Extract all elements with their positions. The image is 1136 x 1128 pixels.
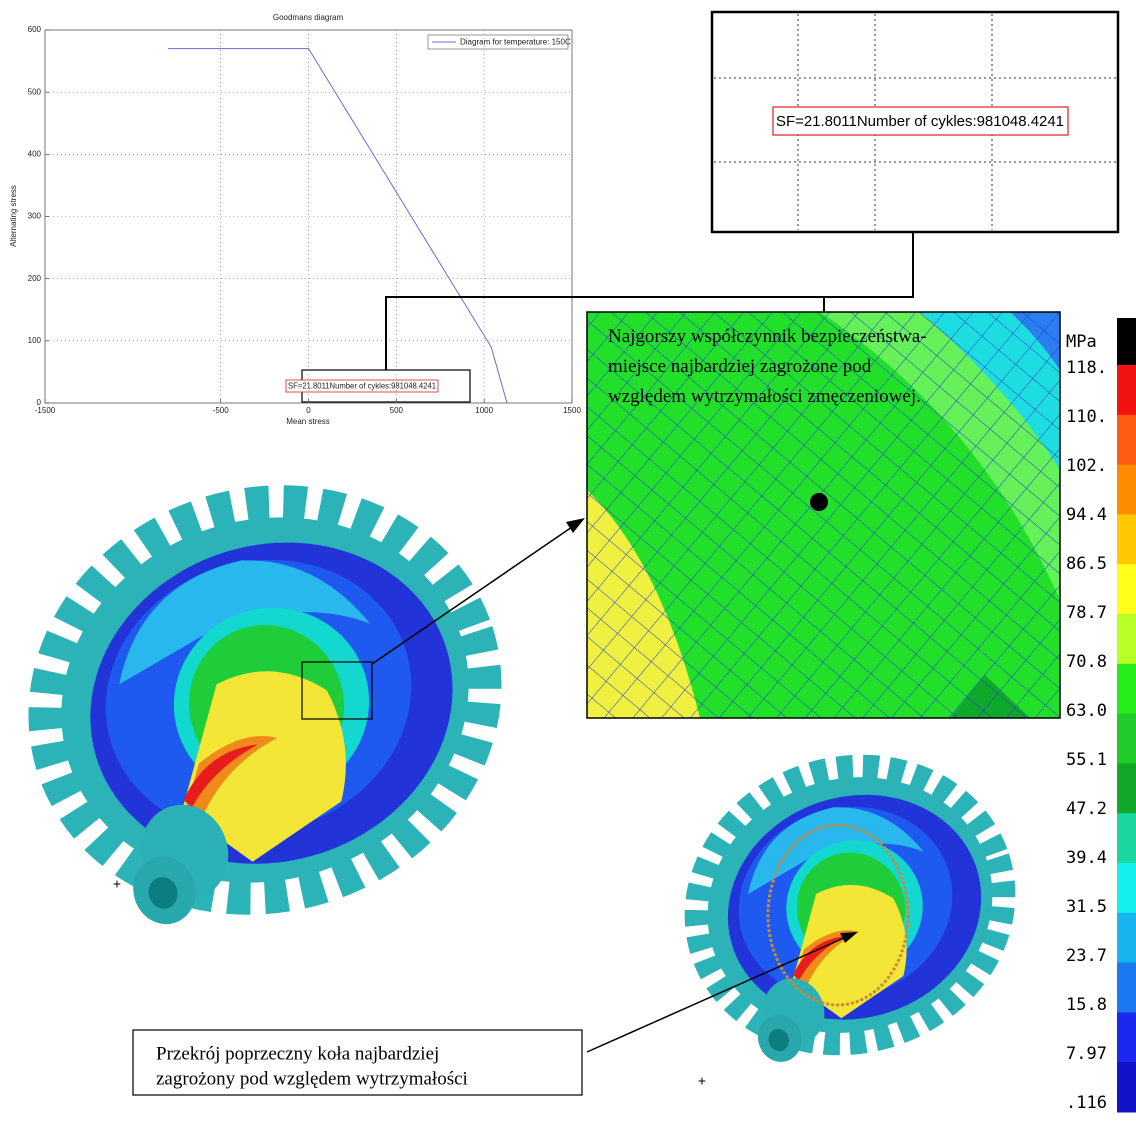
colorbar-segment (1117, 465, 1136, 515)
colorbar-label: 70.8 (1066, 652, 1107, 672)
arrow-head (566, 518, 585, 533)
colorbar-label: 15.8 (1066, 995, 1107, 1015)
cursor-mark: + (698, 1073, 706, 1089)
colorbar-segment (1117, 1062, 1136, 1112)
colorbar-segment (1117, 365, 1136, 415)
colorbar-segment (1117, 763, 1136, 813)
body: {"chart_data": {"type": "line", "title":… (0, 0, 1136, 1128)
colorbar-label: 55.1 (1066, 750, 1107, 770)
y-tick-label: 100 (28, 336, 42, 345)
datatip-text: SF=21.8011Number of cykles:981048.4241 (288, 382, 437, 391)
colorbar-segment (1117, 963, 1136, 1013)
colorbar-segment (1117, 813, 1136, 863)
y-tick-label: 500 (28, 87, 42, 96)
figure: Goodmans diagram Mean stress Alternating… (0, 0, 1136, 1128)
goodman-chart: Goodmans diagram Mean stress Alternating… (9, 13, 581, 426)
colorbar-segment (1117, 514, 1136, 564)
colorbar-label: .116 (1066, 1093, 1107, 1113)
colorbar-label: 7.97 (1066, 1044, 1107, 1064)
x-tick-label: 1000 (475, 406, 493, 415)
colorbar: MPa 118. 110. 102. 94.4 86.5 78.7 70.8 63.0 55.1… (1066, 318, 1136, 1113)
colorbar-segment (1117, 564, 1136, 614)
legend-label: Diagram for temperature: 150C (460, 38, 571, 47)
colorbar-label: 102. (1066, 456, 1107, 476)
gear-small (661, 727, 1040, 1082)
fea-zoom: Najgorszy współczynnik bezpieczeństwa- m… (587, 312, 1060, 718)
x-tick-label: -1500 (35, 406, 56, 415)
colorbar-label: 94.4 (1066, 505, 1107, 525)
cursor-mark: + (113, 876, 121, 892)
zoom-datatip-text: SF=21.8011Number of cykles:981048.4241 (776, 113, 1064, 130)
worst-point (810, 493, 828, 511)
zoom-note-line: miejsce najbardziej zagrożone pod (608, 356, 872, 377)
colorbar-label: 110. (1066, 407, 1107, 427)
colorbar-label: 39.4 (1066, 848, 1107, 868)
y-tick-label: 600 (28, 25, 42, 34)
colorbar-segment (1117, 913, 1136, 963)
colorbar-cap (1117, 318, 1136, 365)
y-tick-label: 400 (28, 149, 42, 158)
colorbar-label: 118. (1066, 358, 1107, 378)
colorbar-label: 78.7 (1066, 603, 1107, 623)
gear-large (0, 446, 536, 954)
colorbar-segment (1117, 863, 1136, 913)
colorbar-segment (1117, 415, 1136, 465)
colorbar-label: 63.0 (1066, 701, 1107, 721)
x-axis-label: Mean stress (286, 417, 330, 426)
x-tick-label: 1500 (563, 406, 581, 415)
x-tick-label: 0 (306, 406, 311, 415)
chart-title: Goodmans diagram (273, 13, 344, 22)
section-note-line: Przekrój poprzeczny koła najbardziej (156, 1043, 439, 1064)
colorbar-label: 31.5 (1066, 897, 1107, 917)
plot-area (45, 30, 572, 403)
colorbar-segment (1117, 1012, 1136, 1062)
section-note-line: zagrożony pod względem wytrzymałości (156, 1068, 468, 1089)
colorbar-segment (1117, 614, 1136, 664)
x-tick-label: -500 (213, 406, 230, 415)
y-axis-label: Alternating stress (9, 185, 18, 247)
colorbar-label: 86.5 (1066, 554, 1107, 574)
zoom-note-line: Najgorszy współczynnik bezpieczeństwa- (608, 326, 927, 347)
colorbar-label: 47.2 (1066, 799, 1107, 819)
y-tick-label: 200 (28, 274, 42, 283)
page: Goodman diagram body { margin: 0; width:… (0, 0, 1136, 1128)
colorbar-label: 23.7 (1066, 946, 1107, 966)
y-tick-label: 300 (28, 212, 42, 221)
colorbar-segment (1117, 664, 1136, 714)
colorbar-segment (1117, 714, 1136, 764)
zoom-note-line: względem wytrzymałości zmęczeniowej. (608, 386, 921, 407)
colorbar-unit: MPa (1066, 332, 1097, 352)
x-tick-label: 500 (390, 406, 404, 415)
